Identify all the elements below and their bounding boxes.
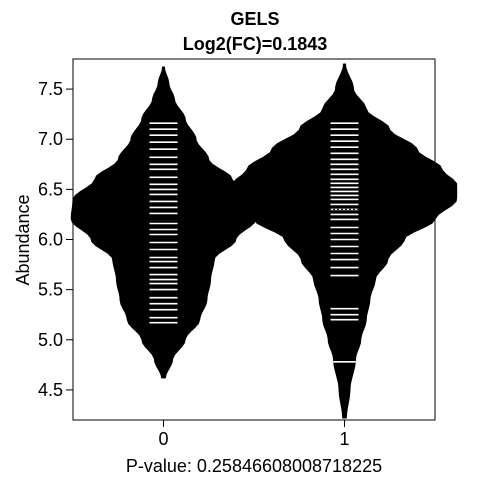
x-axis-title: P-value: 0.25846608008718225 — [126, 456, 382, 476]
bean-shape — [70, 66, 257, 379]
y-tick-label: 4.5 — [38, 380, 63, 400]
chart-subtitle: Log2(FC)=0.1843 — [183, 34, 328, 54]
beans-layer — [70, 63, 458, 419]
y-axis-title: Abundance — [13, 194, 33, 285]
x-tick-label: 1 — [339, 429, 349, 449]
y-tick-label: 5.0 — [38, 330, 63, 350]
y-tick-label: 7.5 — [38, 79, 63, 99]
bean-0 — [70, 66, 257, 379]
bean-shape — [231, 63, 458, 419]
y-tick-label: 5.5 — [38, 280, 63, 300]
bean-1 — [231, 63, 458, 419]
y-tick-label: 7.0 — [38, 129, 63, 149]
y-axis: 4.5 5.0 5.5 6.0 6.5 7.0 7.5 — [38, 79, 74, 400]
chart-title: GELS — [230, 9, 279, 29]
x-tick-label: 0 — [158, 429, 168, 449]
y-tick-label: 6.5 — [38, 179, 63, 199]
y-tick-label: 6.0 — [38, 230, 63, 250]
